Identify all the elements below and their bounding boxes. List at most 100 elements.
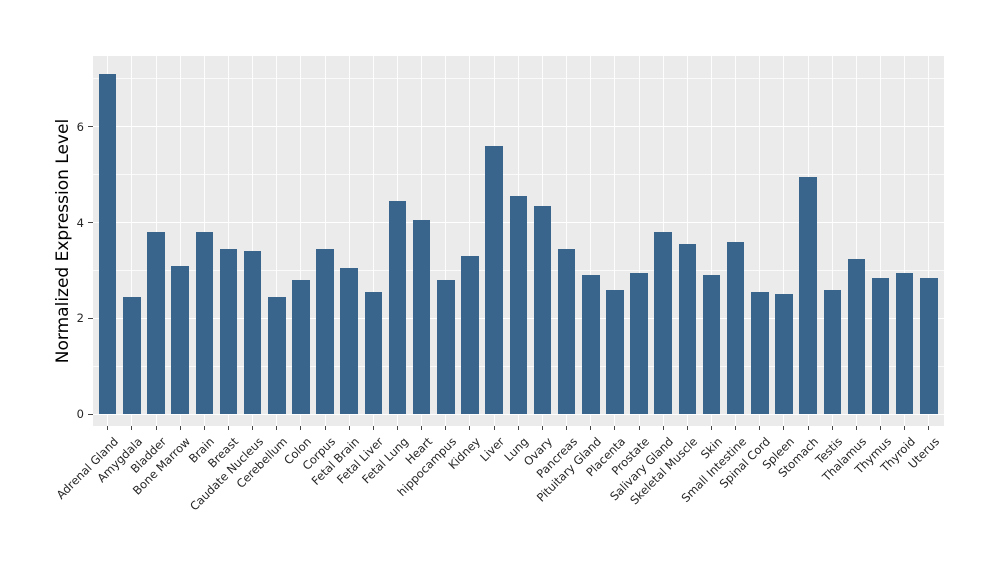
bar <box>702 275 721 415</box>
x-tick-mark <box>300 425 302 430</box>
bar <box>582 275 600 415</box>
bar <box>533 205 552 415</box>
x-tick-mark <box>155 425 157 430</box>
x-tick-mark <box>855 425 857 430</box>
x-tick-mark <box>566 425 568 430</box>
x-tick-mark <box>493 425 495 430</box>
bar <box>557 248 576 415</box>
bar <box>316 248 334 415</box>
vertical-gridline <box>880 56 882 426</box>
y-tick-label: 4 <box>76 215 84 230</box>
vertical-gridline <box>348 56 350 426</box>
bar <box>437 280 455 415</box>
x-tick-mark <box>807 425 809 430</box>
vertical-gridline <box>686 56 688 426</box>
x-tick-mark <box>107 425 109 430</box>
bar <box>678 244 697 415</box>
minor-gridline <box>93 174 944 176</box>
bar <box>268 296 286 415</box>
y-tick-mark <box>88 317 93 319</box>
x-tick-mark <box>445 425 447 430</box>
vertical-gridline <box>711 56 713 426</box>
bar <box>292 280 310 415</box>
bar <box>461 256 479 415</box>
vertical-gridline <box>179 56 181 426</box>
vertical-gridline <box>638 56 640 426</box>
vertical-gridline <box>131 56 133 426</box>
vertical-gridline <box>904 56 906 426</box>
y-tick-mark <box>88 413 93 415</box>
bar <box>726 241 745 415</box>
vertical-gridline <box>783 56 785 426</box>
bar <box>195 232 214 415</box>
vertical-gridline <box>928 56 930 426</box>
vertical-gridline <box>759 56 761 426</box>
bar <box>98 73 117 415</box>
x-tick-mark <box>324 425 326 430</box>
x-tick-mark <box>928 425 930 430</box>
vertical-gridline <box>300 56 302 426</box>
bar <box>147 232 165 415</box>
bar <box>775 294 793 415</box>
x-tick-mark <box>517 425 519 430</box>
y-tick-label: 6 <box>76 119 84 134</box>
x-tick-mark <box>252 425 254 430</box>
y-tick-label: 0 <box>76 407 84 422</box>
vertical-gridline <box>735 56 737 426</box>
x-tick-mark <box>372 425 374 430</box>
x-tick-mark <box>469 425 471 430</box>
x-tick-mark <box>662 425 664 430</box>
bar <box>412 220 431 415</box>
x-tick-mark <box>348 425 350 430</box>
bar <box>485 145 503 415</box>
bar <box>364 292 383 415</box>
minor-gridline <box>93 78 944 80</box>
bar <box>243 251 262 415</box>
vertical-gridline <box>372 56 374 426</box>
x-tick-mark <box>904 425 906 430</box>
x-tick-mark <box>590 425 592 430</box>
x-tick-mark <box>638 425 640 430</box>
vertical-gridline <box>614 56 616 426</box>
x-tick-mark <box>131 425 133 430</box>
x-tick-mark <box>179 425 181 430</box>
vertical-gridline <box>469 56 471 426</box>
bar <box>799 176 817 415</box>
bar <box>340 268 358 415</box>
x-tick-mark <box>759 425 761 430</box>
x-tick-mark <box>541 425 543 430</box>
x-tick-mark <box>686 425 688 430</box>
vertical-gridline <box>855 56 857 426</box>
bar <box>509 196 528 415</box>
bar <box>388 200 407 415</box>
x-tick-mark <box>421 425 423 430</box>
x-tick-mark <box>276 425 278 430</box>
bar <box>895 272 914 415</box>
x-tick-mark <box>227 425 229 430</box>
vertical-gridline <box>831 56 833 426</box>
vertical-gridline <box>276 56 278 426</box>
vertical-gridline <box>252 56 254 426</box>
y-tick-mark <box>88 222 93 223</box>
x-tick-mark <box>711 425 713 430</box>
x-tick-label-text: Liver <box>477 433 508 464</box>
bar <box>871 277 890 415</box>
bar <box>654 232 672 415</box>
bar <box>123 296 141 415</box>
vertical-gridline <box>445 56 447 426</box>
vertical-gridline <box>590 56 592 426</box>
bar <box>630 272 648 415</box>
x-tick-mark <box>735 425 737 430</box>
x-tick-mark <box>783 425 785 430</box>
x-tick-mark <box>831 425 833 430</box>
vertical-gridline <box>566 56 568 426</box>
bar <box>823 289 842 415</box>
bar <box>606 289 624 415</box>
vertical-gridline <box>227 56 229 426</box>
bar <box>219 248 238 415</box>
y-tick-mark <box>88 126 93 128</box>
bar <box>847 258 866 415</box>
major-gridline <box>93 125 944 128</box>
x-tick-mark <box>614 425 616 430</box>
